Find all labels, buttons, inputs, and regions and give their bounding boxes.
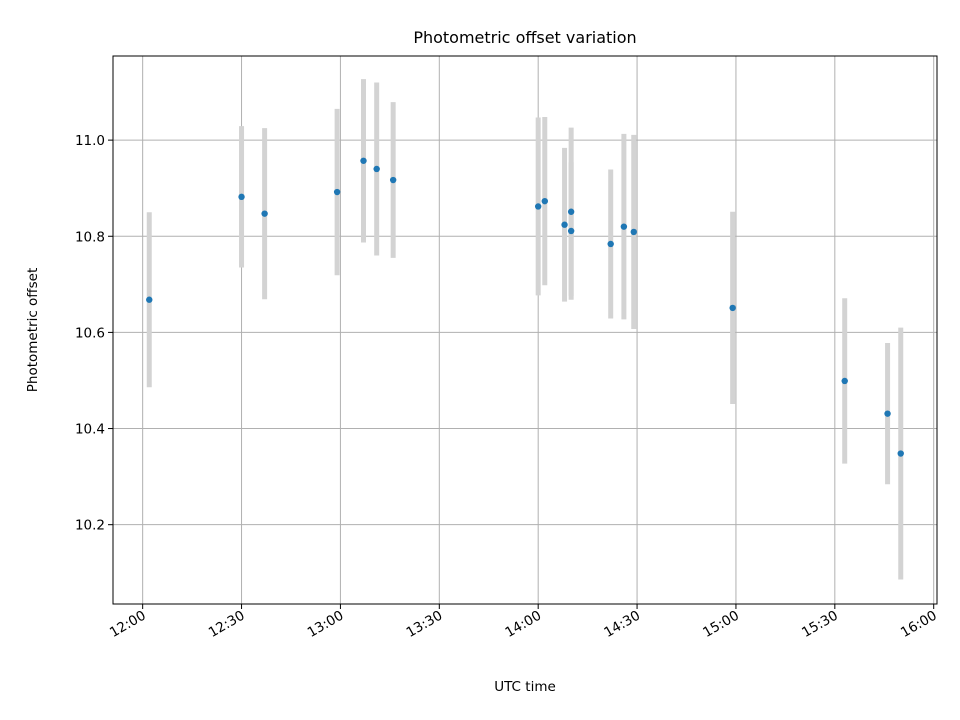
data-point: [561, 221, 568, 228]
data-point: [261, 210, 268, 217]
data-point: [360, 157, 367, 164]
data-point: [729, 304, 736, 312]
data-point: [620, 223, 628, 230]
data-point: [389, 176, 397, 184]
y-axis-ticks: 10.2 10.4 10.6 10.8 11.0: [75, 133, 113, 534]
data-point: [607, 240, 614, 248]
x-axis-label: UTC time: [494, 679, 556, 695]
data-point: [567, 208, 575, 215]
data-point: [333, 188, 341, 196]
data-points: [146, 157, 904, 457]
data-point: [146, 296, 153, 303]
y-tick-label: 10.2: [75, 518, 105, 534]
data-point: [373, 165, 380, 173]
y-tick-label: 11.0: [75, 133, 105, 149]
data-point: [841, 377, 848, 385]
data-point: [567, 227, 575, 235]
data-point: [238, 193, 245, 201]
chart-title: Photometric offset variation: [413, 28, 636, 47]
y-axis-label: Photometric offset: [25, 268, 41, 392]
grid: [113, 56, 937, 604]
y-tick-label: 10.4: [75, 422, 105, 438]
data-point: [534, 203, 542, 210]
data-point: [897, 450, 904, 457]
data-point: [541, 197, 548, 205]
data-point: [884, 410, 891, 417]
data-point: [630, 228, 637, 236]
y-tick-label: 10.8: [75, 229, 105, 245]
y-tick-label: 10.6: [75, 325, 105, 341]
plot-frame: [112, 55, 938, 605]
